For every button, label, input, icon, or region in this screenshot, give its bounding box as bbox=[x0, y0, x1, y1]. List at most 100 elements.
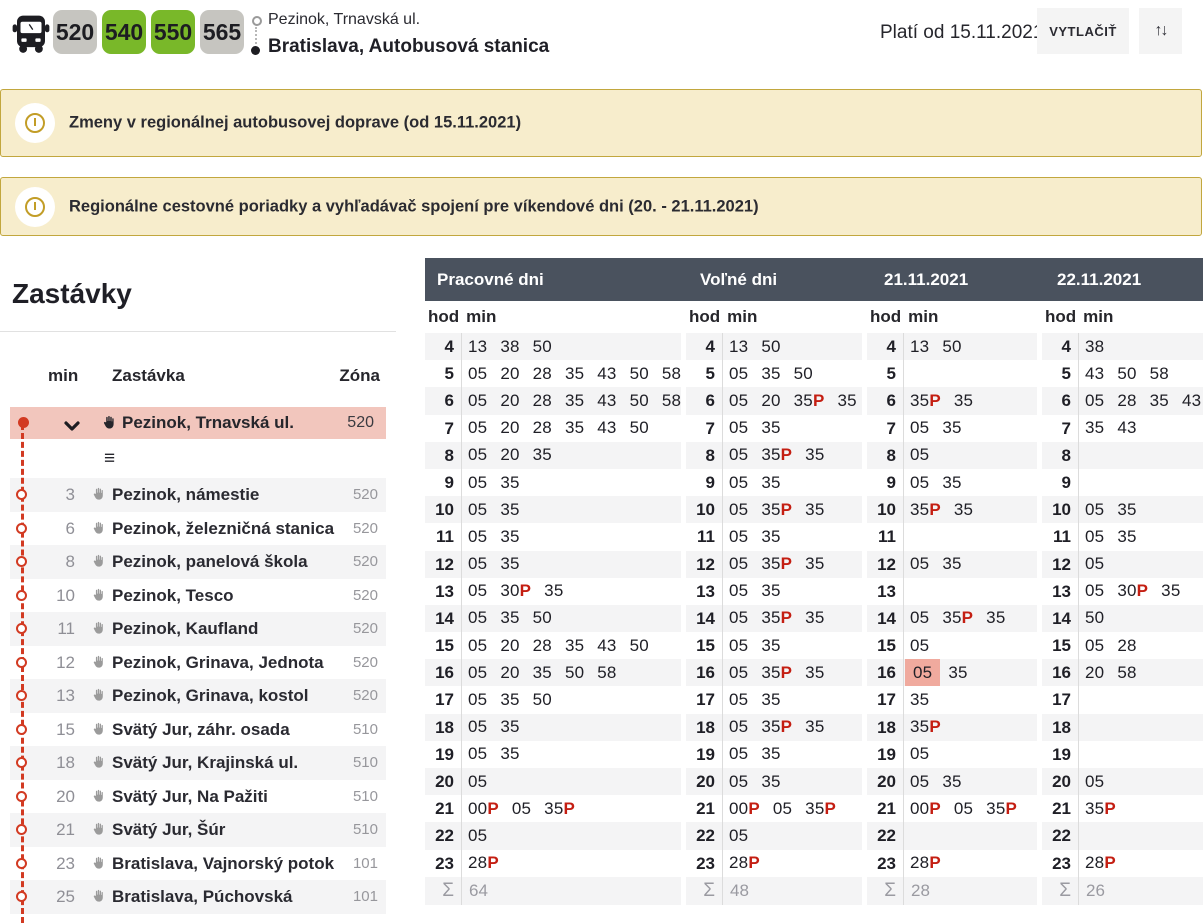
departure-time[interactable]: 13 bbox=[910, 336, 930, 356]
departure-time[interactable]: 58 bbox=[1149, 363, 1169, 383]
departure-time[interactable]: 35 bbox=[564, 390, 585, 410]
departure-time[interactable]: 05 bbox=[468, 771, 488, 791]
departure-time[interactable]: 35 bbox=[805, 499, 825, 519]
departure-time[interactable]: 58 bbox=[1117, 662, 1137, 682]
departure-time[interactable]: 05 bbox=[729, 445, 749, 465]
departure-time[interactable]: 35 P bbox=[761, 608, 793, 628]
departure-time[interactable]: 05 bbox=[729, 581, 749, 601]
departure-time[interactable]: 20 bbox=[500, 635, 520, 655]
departure-time[interactable]: 35 bbox=[1149, 390, 1169, 410]
departure-time[interactable]: 50 bbox=[532, 690, 552, 710]
departure-time[interactable]: 28 bbox=[1117, 635, 1137, 655]
departure-time[interactable]: 43 bbox=[1085, 363, 1105, 383]
departure-time[interactable]: 35 P bbox=[761, 499, 793, 519]
departure-time[interactable]: 05 bbox=[468, 581, 488, 601]
departure-time[interactable]: 05 bbox=[729, 608, 749, 628]
departure-time[interactable]: 35 bbox=[1117, 526, 1137, 546]
departure-time[interactable]: 50 bbox=[629, 418, 649, 438]
departure-time[interactable]: 20 bbox=[500, 418, 520, 438]
stop-row[interactable]: 23 Bratislava, Vajnorský potok 101 bbox=[10, 847, 386, 881]
print-button[interactable]: VYTLAČIŤ bbox=[1037, 8, 1129, 54]
departure-time[interactable]: 05 bbox=[1085, 581, 1105, 601]
departure-time[interactable]: 35 bbox=[500, 554, 520, 574]
departure-time[interactable]: 05 bbox=[468, 363, 488, 383]
departure-time[interactable]: 35 P bbox=[910, 390, 941, 410]
departure-time[interactable]: 05 bbox=[468, 608, 488, 628]
departure-time[interactable]: 00 P bbox=[468, 798, 499, 818]
departure-time[interactable]: 50 bbox=[532, 608, 552, 628]
departure-time[interactable]: 35 bbox=[761, 526, 781, 546]
departure-time[interactable]: 28 bbox=[532, 635, 552, 655]
departure-time[interactable]: 05 bbox=[1085, 526, 1105, 546]
departure-time[interactable]: 50 bbox=[761, 336, 781, 356]
departure-time[interactable]: 43 bbox=[1181, 390, 1202, 410]
departure-time[interactable]: 05 bbox=[910, 608, 930, 628]
chevron-down-icon[interactable] bbox=[64, 418, 80, 436]
departure-time[interactable]: 05 bbox=[910, 554, 930, 574]
departure-time[interactable]: 35 bbox=[805, 717, 825, 737]
departure-time[interactable]: 35 bbox=[942, 771, 962, 791]
departure-time[interactable]: 35 bbox=[761, 635, 781, 655]
route-badge-550[interactable]: 550 bbox=[151, 10, 195, 54]
departure-time[interactable]: 35 bbox=[500, 499, 520, 519]
departure-time[interactable]: 35 bbox=[532, 662, 552, 682]
departure-time[interactable]: 50 bbox=[942, 336, 962, 356]
departure-time[interactable]: 05 bbox=[910, 771, 930, 791]
route-badge-540[interactable]: 540 bbox=[102, 10, 146, 54]
departure-time[interactable]: 05 bbox=[910, 472, 930, 492]
departure-time[interactable]: 13 bbox=[729, 336, 749, 356]
departure-time[interactable]: 05 bbox=[511, 798, 532, 818]
departure-time[interactable]: 05 bbox=[910, 418, 930, 438]
stop-row[interactable]: 10 Pezinok, Tesco 520 bbox=[10, 579, 386, 613]
stop-row[interactable]: 20 Svätý Jur, Na Pažiti 510 bbox=[10, 780, 386, 814]
departure-time[interactable]: 35 bbox=[805, 662, 825, 682]
departure-time[interactable]: 05 bbox=[729, 554, 749, 574]
departure-time[interactable]: 35 bbox=[761, 690, 781, 710]
departure-time[interactable]: 20 bbox=[500, 662, 520, 682]
departure-time[interactable]: 05 bbox=[729, 363, 749, 383]
departure-time[interactable]: 35 bbox=[761, 581, 781, 601]
stop-row[interactable]: 15 Svätý Jur, záhr. osada 510 bbox=[10, 713, 386, 747]
departure-time[interactable]: 05 bbox=[468, 526, 488, 546]
departure-time[interactable]: 28 P bbox=[468, 853, 499, 873]
departure-time[interactable]: 05 bbox=[468, 390, 488, 410]
departure-time[interactable]: 05 bbox=[729, 690, 749, 710]
departure-time[interactable]: 05 bbox=[729, 771, 749, 791]
departure-time[interactable]: 35 bbox=[761, 771, 781, 791]
stop-row[interactable]: 12 Pezinok, Grinava, Jednota 520 bbox=[10, 646, 386, 680]
departure-time[interactable]: 28 P bbox=[1085, 853, 1116, 873]
departure-time[interactable]: 35 bbox=[500, 690, 520, 710]
departure-time[interactable]: 58 bbox=[661, 363, 682, 383]
departure-time[interactable]: 30 P bbox=[500, 581, 532, 601]
departure-time[interactable]: 13 bbox=[468, 336, 488, 356]
departure-time[interactable]: 35 bbox=[942, 554, 962, 574]
stop-row[interactable]: 3 Pezinok, námestie 520 bbox=[10, 478, 386, 512]
departure-time[interactable]: 35 bbox=[1117, 499, 1137, 519]
departure-time[interactable]: 35 bbox=[761, 744, 781, 764]
departure-time[interactable]: 28 bbox=[532, 363, 552, 383]
departure-time[interactable]: 38 bbox=[1085, 336, 1105, 356]
departure-time[interactable]: 35 P bbox=[761, 662, 793, 682]
departure-time[interactable]: 05 bbox=[729, 717, 749, 737]
departure-time[interactable]: 35 bbox=[500, 717, 520, 737]
departure-time[interactable]: 05 bbox=[729, 662, 749, 682]
departure-time[interactable]: 28 bbox=[532, 390, 552, 410]
departure-time[interactable]: 35 bbox=[986, 608, 1006, 628]
departure-time[interactable]: 43 bbox=[1117, 418, 1137, 438]
departure-time[interactable]: 50 bbox=[1085, 608, 1105, 628]
departure-time[interactable]: 38 bbox=[500, 336, 520, 356]
departure-time[interactable]: 05 bbox=[729, 499, 749, 519]
departure-time[interactable]: 05 bbox=[729, 635, 749, 655]
departure-time[interactable]: 05 bbox=[729, 418, 749, 438]
departure-time[interactable]: 58 bbox=[661, 390, 682, 410]
departure-time[interactable]: 35 bbox=[953, 499, 974, 519]
departure-time[interactable]: 35 bbox=[942, 472, 962, 492]
departure-time[interactable]: 05 bbox=[468, 472, 488, 492]
departure-time[interactable]: 05 bbox=[910, 635, 930, 655]
departure-time[interactable]: 05 bbox=[1085, 390, 1105, 410]
departure-time[interactable]: 50 bbox=[532, 336, 552, 356]
departure-time[interactable]: 00 P bbox=[910, 798, 941, 818]
departure-time[interactable]: 20 bbox=[500, 390, 520, 410]
departure-time[interactable]: 35 bbox=[564, 418, 585, 438]
departure-time[interactable]: 05 bbox=[468, 554, 488, 574]
